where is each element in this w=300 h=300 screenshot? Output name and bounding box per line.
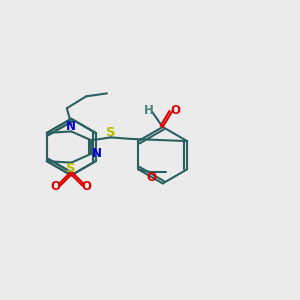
Text: N: N — [66, 120, 76, 133]
Text: S: S — [106, 125, 116, 139]
Text: O: O — [147, 170, 157, 184]
Text: O: O — [82, 180, 92, 193]
Text: N: N — [92, 147, 101, 160]
Text: O: O — [51, 180, 61, 193]
Text: O: O — [170, 104, 181, 117]
Text: H: H — [144, 104, 154, 117]
Text: S: S — [67, 162, 76, 175]
